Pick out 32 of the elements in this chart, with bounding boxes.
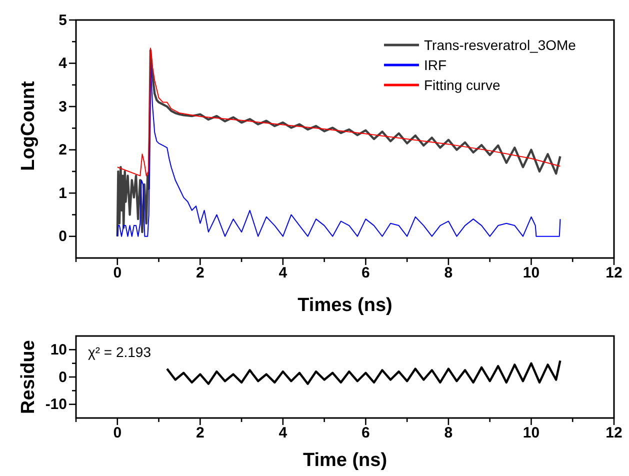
- y-tick-label: 0: [58, 368, 67, 386]
- y-tick-label: 3: [58, 98, 67, 116]
- x-tick-label: 2: [196, 424, 204, 442]
- y-axis-title: Residue: [18, 340, 39, 414]
- y-axis-title: LogCount: [18, 80, 39, 171]
- legend-label: IRF: [424, 57, 447, 73]
- y-tick-label: 1: [58, 184, 67, 202]
- x-tick-label: 0: [113, 424, 122, 442]
- y-tick-label: 4: [58, 55, 68, 72]
- y-tick-label: -10: [45, 396, 67, 414]
- y-tick-label: 10: [50, 341, 67, 358]
- x-tick-label: 6: [362, 424, 370, 442]
- x-axis-title: Times (ns): [298, 295, 392, 316]
- x-axis-title: Time (ns): [302, 450, 388, 471]
- annotation: χ² = 2.193: [88, 344, 152, 360]
- x-tick-label: 4: [278, 424, 288, 442]
- x-tick-label: 8: [444, 424, 453, 442]
- y-tick-label: 2: [58, 142, 67, 159]
- x-tick-label: 10: [522, 424, 540, 442]
- legend-label: Trans-resveratrol_3OMe: [424, 37, 576, 53]
- x-tick-label: 8: [444, 264, 453, 282]
- y-tick-label: 5: [58, 12, 67, 29]
- x-tick-label: 0: [113, 264, 122, 282]
- x-tick-label: 10: [522, 264, 540, 282]
- x-tick-label: 12: [606, 424, 622, 442]
- x-tick-label: 6: [362, 264, 370, 282]
- x-tick-label: 4: [278, 264, 288, 282]
- legend-label: Fitting curve: [424, 77, 500, 93]
- y-tick-label: 0: [58, 228, 67, 246]
- x-tick-label: 12: [606, 264, 622, 282]
- line-series: [166, 360, 562, 385]
- x-tick-label: 2: [196, 264, 204, 282]
